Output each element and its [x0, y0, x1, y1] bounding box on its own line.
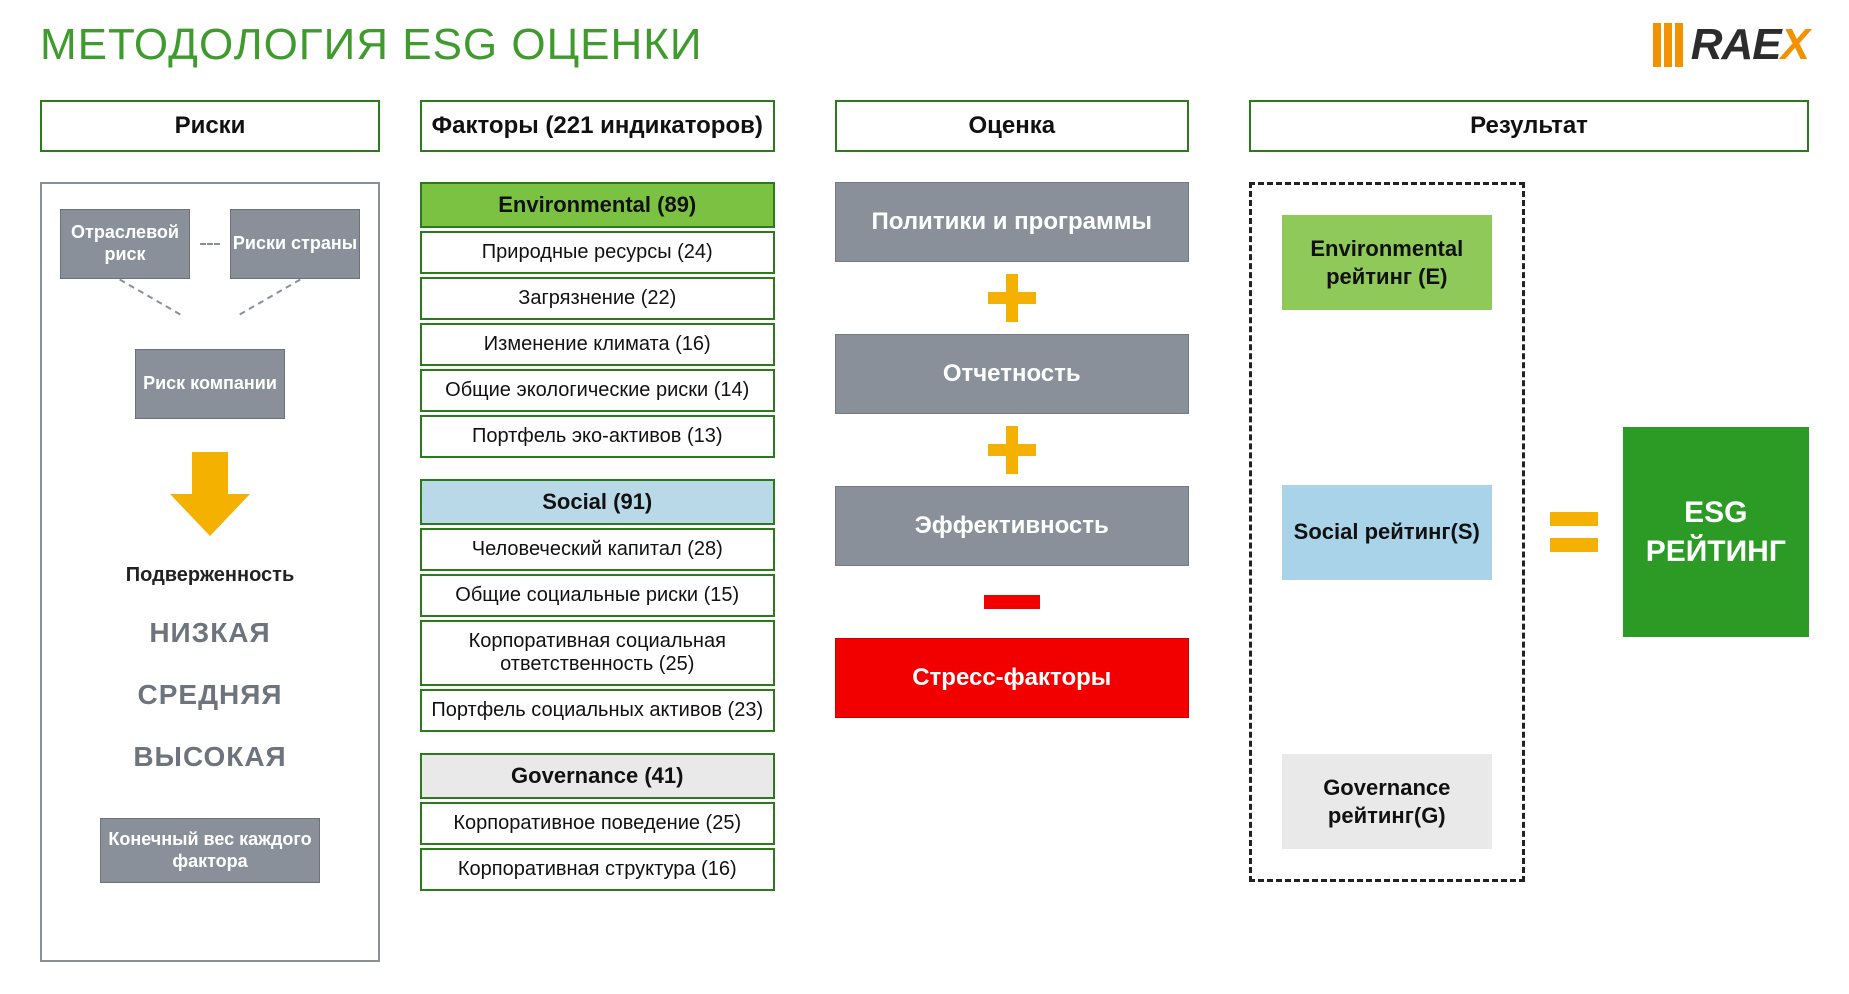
result-dashed-group: Environmental рейтинг (E) Social рейтинг… — [1249, 182, 1525, 882]
eval-box-stress: Стресс-факторы — [835, 638, 1190, 718]
minus-icon — [835, 572, 1190, 632]
factor-item: Корпоративная структура (16) — [420, 848, 775, 891]
logo-bars-icon — [1653, 23, 1683, 67]
dash-left-icon — [119, 279, 181, 316]
risks-container: Отраслевой риск Риски страны Риск компан… — [40, 182, 380, 962]
plus-icon — [835, 268, 1190, 328]
esg-final-line1: ESG — [1684, 493, 1747, 532]
risk-box-company: Риск компании — [135, 349, 285, 419]
factor-item: Природные ресурсы (24) — [420, 231, 775, 274]
column-eval: Оценка Политики и программы Отчетность Э… — [835, 100, 1190, 718]
column-risks: Риски Отраслевой риск Риски страны Риск … — [40, 100, 380, 962]
factor-header-soc: Social (91) — [420, 479, 775, 525]
factor-item: Корпоративная социальная ответственность… — [420, 620, 775, 686]
result-box-s: Social рейтинг(S) — [1282, 485, 1492, 580]
eval-box-policies: Политики и программы — [835, 182, 1190, 262]
factor-item: Портфель эко-активов (13) — [420, 415, 775, 458]
col-header-result: Результат — [1249, 100, 1809, 152]
logo: RAEX — [1653, 20, 1809, 70]
logo-text: RAEX — [1691, 20, 1809, 70]
col-header-factors: Факторы (221 индикаторов) — [420, 100, 775, 152]
plus-icon — [835, 420, 1190, 480]
result-box-g: Governance рейтинг(G) — [1282, 754, 1492, 849]
final-weight-box: Конечный вес каждого фактора — [100, 818, 320, 883]
risk-box-industry: Отраслевой риск — [60, 209, 190, 279]
eval-box-effectiveness: Эффективность — [835, 486, 1190, 566]
eval-box-reporting: Отчетность — [835, 334, 1190, 414]
risk-dashes — [60, 284, 360, 314]
logo-text-main: RAE — [1691, 20, 1781, 69]
level-high: ВЫСОКАЯ — [133, 741, 286, 773]
factor-item: Человеческий капитал (28) — [420, 528, 775, 571]
logo-text-accent: X — [1781, 20, 1809, 69]
factor-item: Общие социальные риски (15) — [420, 574, 775, 617]
esg-final-box: ESG РЕЙТИНГ — [1623, 427, 1809, 637]
factor-item: Портфель социальных активов (23) — [420, 689, 775, 732]
factor-header-gov: Governance (41) — [420, 753, 775, 799]
factor-header-env: Environmental (89) — [420, 182, 775, 228]
header: МЕТОДОЛОГИЯ ESG ОЦЕНКИ RAEX — [40, 20, 1809, 70]
columns: Риски Отраслевой риск Риски страны Риск … — [40, 100, 1809, 962]
dash-connector-icon — [200, 243, 220, 245]
factor-item: Изменение климата (16) — [420, 323, 775, 366]
col-header-risks: Риски — [40, 100, 380, 152]
page-title: МЕТОДОЛОГИЯ ESG ОЦЕНКИ — [40, 20, 703, 70]
result-wrap: Environmental рейтинг (E) Social рейтинг… — [1249, 182, 1809, 882]
factor-item: Общие экологические риски (14) — [420, 369, 775, 412]
level-mid: СРЕДНЯЯ — [138, 679, 283, 711]
result-box-e: Environmental рейтинг (E) — [1282, 215, 1492, 310]
column-result: Результат Environmental рейтинг (E) Soci… — [1249, 100, 1809, 882]
col-header-eval: Оценка — [835, 100, 1190, 152]
factor-item: Загрязнение (22) — [420, 277, 775, 320]
risk-top-row: Отраслевой риск Риски страны — [60, 209, 360, 279]
equals-icon — [1550, 512, 1598, 552]
factor-item: Корпоративное поведение (25) — [420, 802, 775, 845]
level-low: НИЗКАЯ — [149, 617, 270, 649]
column-factors: Факторы (221 индикаторов) Environmental … — [420, 100, 775, 894]
risk-box-country: Риски страны — [230, 209, 360, 279]
exposure-label: Подверженность — [126, 564, 295, 587]
dash-right-icon — [239, 279, 301, 316]
esg-final-line2: РЕЙТИНГ — [1646, 532, 1786, 571]
